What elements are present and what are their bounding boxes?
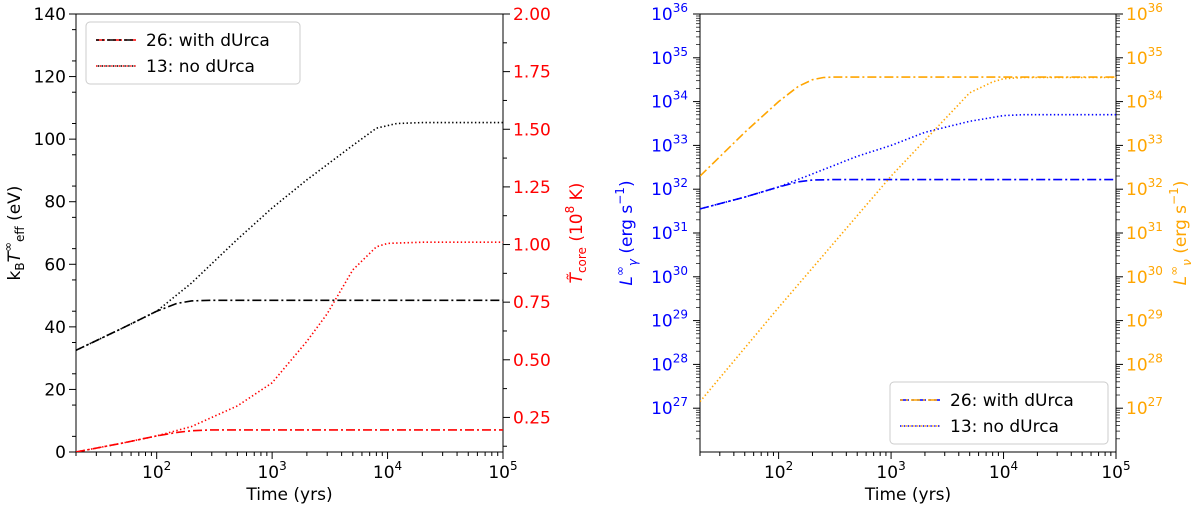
right-x-tick-label: 105 — [1101, 459, 1130, 483]
right-left-y-tick-label: 1032 — [651, 176, 688, 200]
left-plot-frame — [75, 13, 504, 453]
left-series-tcore-26-with-durca — [76, 429, 503, 452]
right-x-axis-label: Time (yrs) — [864, 485, 951, 505]
left-y-tick-label: 100 — [34, 130, 66, 150]
right-x-tick-label: 104 — [989, 459, 1018, 483]
right-left-y-tick-label: 1031 — [651, 220, 688, 244]
left-legend-label: 13: no dUrca — [146, 57, 255, 77]
right-right-y-tick-label: 1036 — [1126, 1, 1163, 25]
left-y-tick-label: 40 — [44, 318, 66, 338]
right-left-y-tick-label: 1036 — [651, 1, 688, 25]
right-x-tick-label: 103 — [876, 459, 905, 483]
left-y-tick-label: 120 — [34, 68, 66, 88]
right-left-y-tick-label: 1027 — [651, 395, 688, 419]
right-right-y-tick-label: 1033 — [1126, 132, 1163, 156]
left-y-tick-label: 20 — [44, 380, 66, 400]
left-right-y-tick-label: 0.75 — [513, 293, 551, 313]
left-series-teff-13-no-durca — [76, 121, 503, 352]
left-right-y-axis-label-text: T̃core (108 K) — [563, 183, 589, 284]
left-y-tick-label: 140 — [34, 5, 66, 25]
right-series-l-nu-13-no-durca — [700, 76, 1116, 403]
left-right-y-tick-label: 0.50 — [513, 351, 551, 371]
left-x-tick-label: 103 — [257, 459, 286, 483]
right-x-tick-label: 102 — [764, 459, 793, 483]
right-left-y-tick-label: 1034 — [651, 89, 688, 113]
left-right-y-tick-label: 1.25 — [513, 178, 551, 198]
left-right-y-axis-label: T̃core (108 K) — [563, 183, 589, 284]
left-legend-box — [85, 21, 301, 85]
right-left-y-tick-label: 1029 — [651, 308, 688, 332]
left-series-tcore-13-no-durca — [76, 241, 503, 452]
right-right-y-tick-label: 1032 — [1126, 176, 1163, 200]
right-right-y-tick-label: 1030 — [1126, 264, 1163, 288]
right-legend-box — [889, 381, 1109, 445]
right-series-l-gamma-26-with-durca — [700, 178, 1116, 210]
left-y-tick-label: 0 — [55, 443, 66, 463]
right-right-y-axis-label: L∞ν (erg s−1) — [1167, 181, 1194, 286]
left-y-axis-label-text: kBT∞eff (eV) — [1, 186, 27, 281]
left-x-axis-label: Time (yrs) — [245, 485, 332, 505]
right-right-y-tick-label: 1034 — [1126, 89, 1163, 113]
right-left-y-axis-label: L∞γ (erg s−1) — [613, 180, 640, 285]
left-right-y-tick-label: 1.75 — [513, 63, 551, 83]
right-right-y-tick-label: 1031 — [1126, 220, 1163, 244]
right-right-y-axis-label-text: L∞ν (erg s−1) — [1167, 181, 1194, 286]
right-right-y-tick-label: 1035 — [1126, 45, 1163, 69]
right-right-y-tick-label: 1028 — [1126, 351, 1163, 375]
left-y-tick-label: 60 — [44, 255, 66, 275]
left-x-tick-label: 105 — [488, 459, 517, 483]
left-right-y-tick-label: 1.00 — [513, 236, 551, 256]
left-right-y-tick-label: 1.50 — [513, 120, 551, 140]
left-right-y-tick-label: 2.00 — [513, 5, 551, 25]
left-x-tick-label: 104 — [373, 459, 402, 483]
left-right-y-tick-label: 0.25 — [513, 408, 551, 428]
right-right-y-tick-label: 1027 — [1126, 395, 1163, 419]
right-left-y-tick-label: 1028 — [651, 351, 688, 375]
right-series-l-nu-26-with-durca — [700, 76, 1116, 177]
left-legend-label: 26: with dUrca — [146, 31, 270, 51]
right-left-y-tick-label: 1033 — [651, 132, 688, 156]
right-left-y-axis-label-text: L∞γ (erg s−1) — [613, 180, 640, 285]
right-legend-label: 26: with dUrca — [950, 391, 1074, 411]
right-series-l-gamma-13-no-durca — [700, 113, 1116, 210]
left-y-tick-label: 80 — [44, 193, 66, 213]
left-x-tick-label: 102 — [142, 459, 171, 483]
right-right-y-tick-label: 1029 — [1126, 308, 1163, 332]
right-legend-label: 13: no dUrca — [950, 417, 1059, 437]
left-series-teff-26-with-durca — [76, 299, 503, 352]
left-y-axis-label: kBT∞eff (eV) — [1, 186, 27, 281]
right-left-y-tick-label: 1035 — [651, 45, 688, 69]
right-left-y-tick-label: 1030 — [651, 264, 688, 288]
